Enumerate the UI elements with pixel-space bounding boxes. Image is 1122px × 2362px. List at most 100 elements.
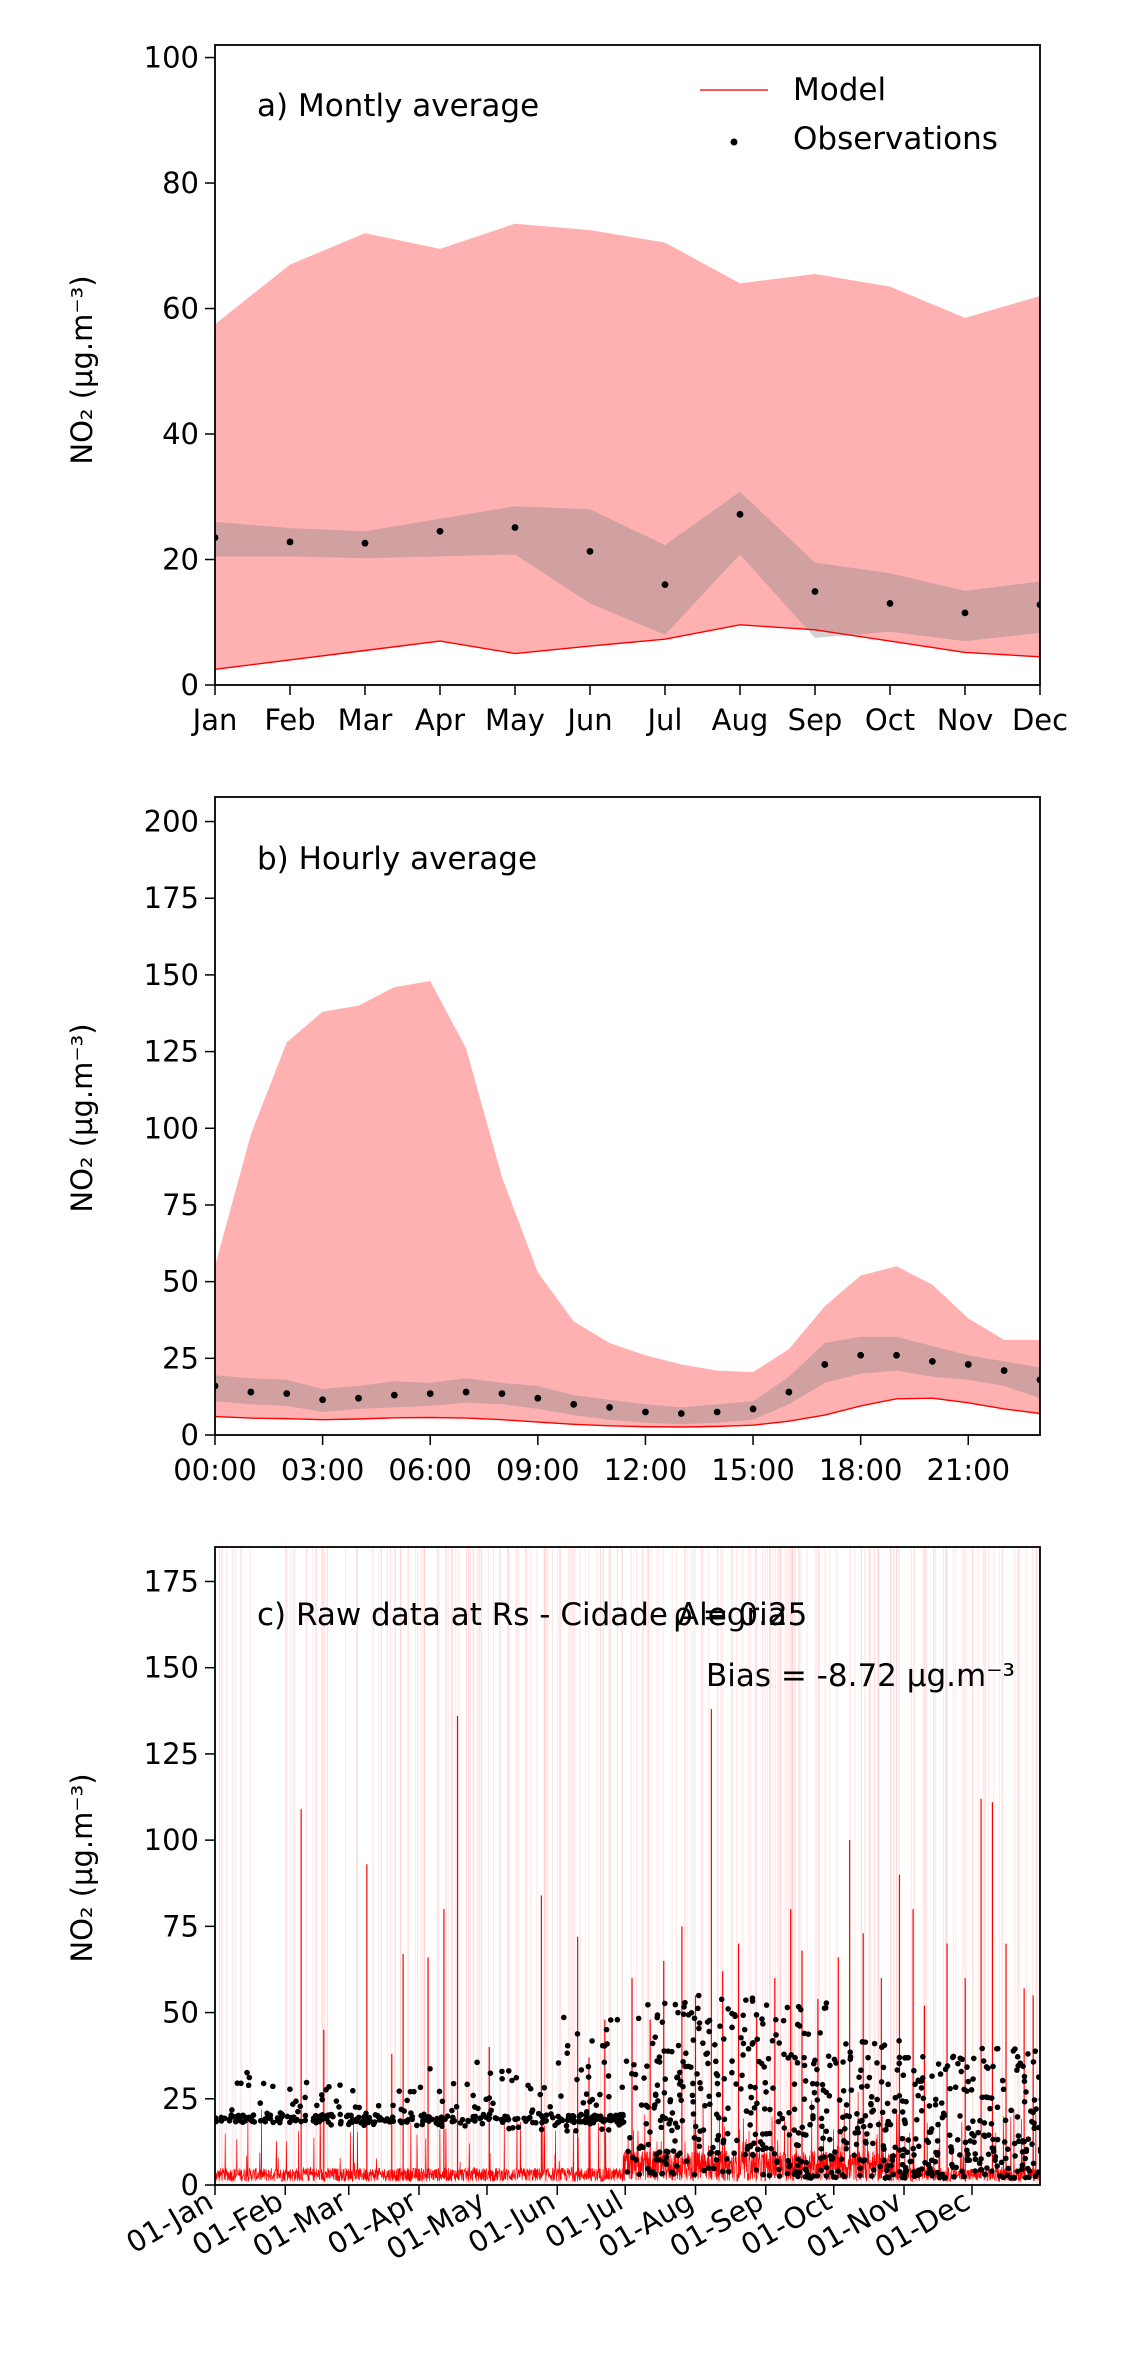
panel-c-observation-point [715,2091,722,2098]
panel-c-rho: ρ = 0.25 [673,1597,807,1633]
panel-b-ytick-label: 175 [144,881,199,915]
panel-c-observation-point [1020,2139,1026,2145]
panel-c-observation-point [937,2071,944,2077]
panel-c-observation-point [499,2119,506,2126]
panel-c-observation-point [992,2154,999,2160]
panel-b-observation-point [749,1405,757,1413]
panel-c-observation-point [689,2092,696,2099]
panel-c-observation-point [659,2019,666,2025]
panel-hourly-average: 0 25 50 75 100 125 150 175 200 00:00 03:00 06:00 09:… [65,796,1041,1487]
panel-c-observation-point [527,2085,534,2092]
panel-c-observation-point [457,2120,464,2126]
panel-c-ytick-label: 75 [162,1909,199,1943]
panel-c-observation-point [907,2158,914,2165]
panel-c-observation-point [819,2081,826,2088]
panel-c-observation-point [854,2125,861,2132]
panel-c-observation-point [912,2081,918,2088]
panel-c-observation-point [647,2129,653,2135]
panel-c-observation-point [676,2092,683,2098]
panel-c-observation-point [776,2166,782,2173]
panel-c-observation-point [618,2119,625,2126]
panel-c-observation-point [928,2157,935,2164]
panel-c-observation-point [988,2120,995,2127]
panel-c-observation-point [337,2111,344,2118]
panel-b-ytick-label: 0 [181,1418,199,1452]
panel-c-observation-point [771,2151,778,2157]
panel-c-ytick-label: 100 [144,1823,199,1857]
panel-c-observation-point [964,2147,970,2154]
panel-b-observation-range-band [215,1336,1040,1425]
panel-c-observation-point [980,2058,987,2064]
panel-c-observation-point [585,2063,592,2070]
panel-c-observation-point [465,2118,471,2125]
panel-c-observation-point [972,2168,978,2174]
panel-c-observation-point [860,2123,867,2130]
panel-c-observation-point [1012,2153,1018,2159]
panel-c-observation-point [449,2107,455,2114]
panel-c-observation-point [865,2054,871,2061]
panel-c-observation-point [820,2135,826,2142]
panel-c-observation-point [733,2081,739,2087]
panel-c-observation-point [851,2152,857,2159]
panel-b-observation-point [247,1388,255,1396]
panel-c-observation-point [712,2042,718,2048]
panel-c-observation-point [1014,2168,1021,2175]
panel-c-observation-point [685,2012,692,2018]
panel-c-observation-point [576,2118,583,2125]
panel-c-observation-point [614,2016,621,2023]
panel-c-observation-point [713,2111,720,2118]
panel-c-observation-point [413,2122,420,2129]
panel-c-observation-point [871,2040,878,2047]
panel-c-observation-point [753,2167,760,2173]
panel-c-observation-point [957,2113,963,2119]
panel-c-observation-point [923,2137,930,2144]
panel-c-observation-point [1025,2051,1031,2057]
panel-c-observation-point [661,2090,668,2096]
panel-c-observation-point [985,2151,992,2158]
panel-c-observation-point [725,2105,731,2112]
panel-c-observation-point [490,2100,496,2107]
panel-c-observation-point [651,2105,657,2111]
panel-a-xtick-label: Mar [338,703,393,737]
panel-c-observation-point [464,2081,471,2088]
panel-c-observation-point [910,2145,917,2152]
panel-c-observation-point [841,2173,847,2180]
panel-c-observation-point [857,2172,863,2179]
panel-c-observation-point [619,2084,626,2091]
panel-c-observation-point [515,2124,522,2131]
panel-c-observation-point [1014,2067,1020,2073]
panel-b-label: b) Hourly average [257,841,537,877]
panel-c-observation-point [804,2171,811,2178]
panel-c-observation-point [696,2025,702,2032]
panel-c-observation-point [791,2171,798,2178]
panel-c-observation-point [1000,2086,1007,2093]
panel-a-ytick-label: 100 [144,41,199,75]
panel-c-observation-point [662,2076,669,2082]
panel-c-observation-point [729,2058,735,2064]
panel-c-observation-point [356,2114,362,2121]
panel-c-observation-point [874,2096,880,2103]
panel-c-observation-point [934,2138,941,2144]
panel-c-observation-point [794,2060,801,2066]
panel-c-observation-point [1021,2078,1028,2085]
panel-a-observation-point [736,510,744,518]
panel-c-observation-point [665,2048,671,2054]
panel-b-xtick-label: 03:00 [281,1453,365,1487]
panel-c-observation-point [896,2054,903,2061]
panel-c-observation-point [348,2112,354,2119]
panel-c-observation-point [858,2084,865,2090]
panel-c-observation-point [677,2150,683,2156]
panel-c-observation-point [915,2092,921,2099]
panel-c-observation-point [899,2109,906,2115]
panel-b-ytick-label: 125 [144,1035,199,1069]
panel-c-observation-point [747,2122,753,2128]
panel-c-observation-point [811,2089,818,2096]
panel-c-observation-point [654,2082,661,2089]
panel-c-observation-point [314,2102,320,2109]
panel-b-observation-point [390,1391,398,1399]
panel-c-observation-point [882,2127,888,2133]
panel-c-observation-point [972,2156,979,2163]
panel-c-observation-point [884,2167,890,2173]
panel-c-observation-point [585,2074,592,2080]
panel-c-observation-point [989,2145,996,2151]
